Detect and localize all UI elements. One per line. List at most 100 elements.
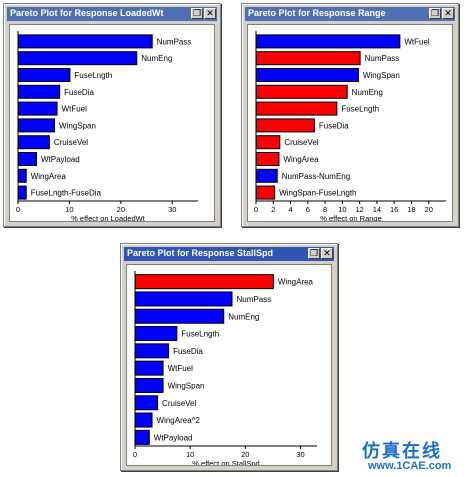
x-tick-label: 0 [254,205,258,214]
bar [135,343,170,359]
bar [256,185,276,200]
x-tick-label: 12 [355,205,363,214]
bar-label: NumEng [228,312,259,321]
bar-label: WingSpan [168,381,205,390]
x-tick-label: 20 [117,205,125,214]
x-tick-label: 16 [390,205,398,214]
watermark-url[interactable]: www.1CAE.com [368,460,452,472]
watermark-logo-text: 仿真在线 [362,441,442,462]
x-tick-label: 4 [288,205,292,214]
restore-icon[interactable]: ❐ [191,8,203,19]
watermark: 仿真在线 www.1CAE.com [360,437,470,475]
bar-label: WingSpan [59,121,96,130]
bar-label: FuseLngth [341,105,379,114]
bar [135,291,233,307]
bar [18,168,27,183]
window-title-bar[interactable]: Pareto Plot for Response StallSpd ❐ ✕ [124,247,334,261]
bar [256,84,348,99]
plot-area: NumPass NumEng FuseLngth FuseDia WtFuel WingS… [9,24,215,222]
bar [18,135,50,150]
x-tick-label: 30 [296,450,304,459]
bar-label: NumPass [237,295,272,304]
bar-label: FuseDia [64,88,94,97]
close-icon[interactable]: ✕ [204,8,216,19]
pareto-window-stallspd: Pareto Plot for Response StallSpd ❐ ✕ Wi… [120,243,338,471]
bar [135,429,150,445]
x-tick-label: 2 [271,205,275,214]
bar [256,152,280,166]
bar-label: FuseLngth [74,71,112,80]
bar [256,34,401,49]
plot-area: WingArea NumPass NumEng FuseLngth FuseDia WtF… [126,264,332,466]
bar-label: NumPass-NumEng [282,172,350,181]
restore-icon[interactable]: ❐ [308,248,320,259]
x-tick-label: 20 [425,205,433,214]
bar-label: WtFuel [168,364,194,373]
bar [18,34,153,49]
x-tick-label: 20 [241,450,249,459]
pareto-window-range: Pareto Plot for Response Range ❐ ✕ WtFue… [241,3,459,227]
bar [256,101,338,116]
bar [135,377,164,393]
restore-icon[interactable]: ❐ [429,8,441,19]
window-title: Pareto Plot for Response StallSpd [127,248,274,258]
bar-label: CruiseVel [54,138,88,147]
x-tick-label: 18 [407,205,415,214]
bar-label: CruiseVel [284,138,318,147]
x-tick-label: 0 [133,450,137,459]
x-tick-label: 14 [373,205,381,214]
bar [135,395,159,411]
bar-label: FuseLngth-FuseDia [31,189,102,198]
x-tick-label: 10 [186,450,194,459]
bar-label: WtFuel [62,105,88,114]
close-icon[interactable]: ✕ [442,8,454,19]
bar-label: WtPayload [41,155,80,164]
bar [18,51,138,66]
plot-area: WtFuel NumPass WingSpan NumEng FuseLngth Fuse… [247,24,453,222]
bar-label: WingArea [283,155,319,164]
window-title-bar[interactable]: Pareto Plot for Response LoadedWt ❐ ✕ [7,7,217,21]
bar [256,135,281,150]
x-tick-label: 8 [323,205,327,214]
bar [135,308,225,324]
bar-label: WingSpan-FuseLngth [279,189,356,198]
bar-label: NumPass [157,37,192,46]
bar-label: WingArea [31,172,67,181]
bar [18,118,55,133]
bar-label: FuseDia [319,121,349,130]
bar-label: NumEng [352,88,383,97]
x-tick-label: 0 [16,205,20,214]
close-icon[interactable]: ✕ [321,248,333,259]
bar-label: NumPass [365,54,400,63]
bar [256,168,278,183]
pareto-chart-loadedwt: NumPass NumEng FuseLngth FuseDia WtFuel WingS… [16,31,198,221]
bar [135,360,164,376]
bar [18,185,27,200]
bar [135,326,178,342]
x-tick-label: 30 [168,205,176,214]
window-title: Pareto Plot for Response Range [248,8,386,18]
bar [256,51,361,66]
bar-label: CruiseVel [162,399,196,408]
bar [18,101,58,116]
x-axis-title: % effect on Range [320,214,382,221]
bar-label: WingSpan [363,71,400,80]
bar [18,68,71,82]
bar-label: WtPayload [154,433,193,442]
x-tick-label: 10 [338,205,346,214]
window-title: Pareto Plot for Response LoadedWt [10,8,164,18]
bar [256,68,359,82]
pareto-chart-range: WtFuel NumPass WingSpan NumEng FuseLngth Fuse… [254,31,446,221]
bar [135,274,274,290]
window-title-bar[interactable]: Pareto Plot for Response Range ❐ ✕ [245,7,455,21]
x-axis-title: % effect on StallSpd [192,459,259,465]
bar [18,152,37,166]
x-tick-label: 10 [65,205,73,214]
x-tick-label: 6 [306,205,310,214]
pareto-window-loadedwt: Pareto Plot for Response LoadedWt ❐ ✕ Nu… [3,3,221,227]
bar-label: FuseLngth [181,330,219,339]
bar [135,412,153,428]
bar [256,118,315,133]
bar-label: WingArea^2 [157,416,201,425]
bar-label: FuseDia [173,347,203,356]
